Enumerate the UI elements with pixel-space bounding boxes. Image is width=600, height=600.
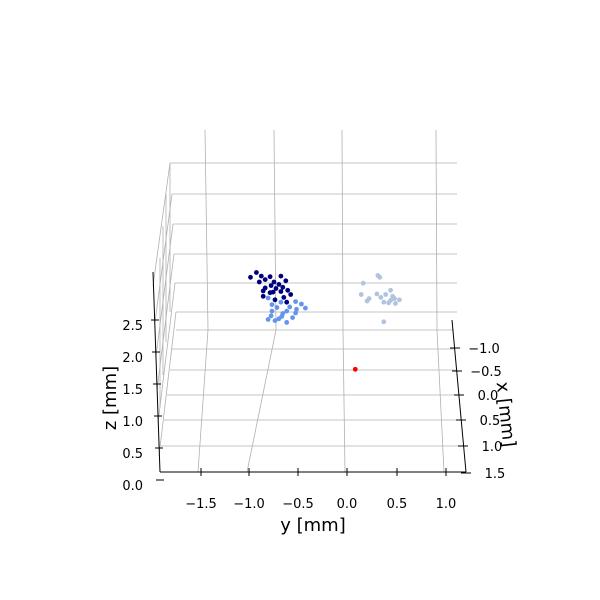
scatter-point [279,314,285,319]
scatter-point [262,277,268,282]
scatter-point [364,298,370,304]
scatter-point [269,302,275,307]
scatter-point [381,319,387,325]
y-axis-ticks: −1.5 −1.0 −0.5 0.0 0.5 1.0 [185,468,456,512]
y-tick-label: 0.5 [387,497,408,512]
x-tick-label: 1.5 [485,467,506,482]
scatter-point [258,273,264,279]
scatter-point [381,299,387,305]
scatter-point [388,298,393,303]
scatter-point [397,297,402,303]
scatter-point [284,299,290,305]
scatter-point [268,283,274,288]
scatter-point [390,293,395,299]
x-tick-label: −0.5 [470,365,502,380]
scatter-point [358,292,364,297]
scatter-point [270,289,276,295]
x-axis-ticks: −1.0 −0.5 0.0 0.5 1.0 1.5 [450,342,505,482]
x-axis-line [451,319,467,473]
z-tick-label: 0.5 [122,447,143,462]
scatter-point [299,301,304,307]
scatter-point [274,305,280,310]
scatter-point [352,366,358,372]
z-tick-label: 1.0 [122,415,143,430]
z-tick-label: 2.0 [122,351,143,366]
z-axis-label: z [mm] [100,366,121,430]
scatter-point [285,287,291,293]
scatter-point [278,289,284,294]
x-tick-label: −1.0 [468,342,500,357]
x-tick-label: 0.0 [478,389,499,404]
scatter-point [256,279,262,285]
scatter-point [280,284,286,290]
scatter-point [281,295,287,300]
scatter-point [294,306,299,312]
y-axis-label: y [mm] [280,515,346,536]
scatter-point [393,301,398,306]
x-axis-label: x [mm] [492,381,520,448]
scatter-point [268,313,274,319]
scatter-point [303,305,308,311]
scatter-point [260,293,266,299]
scatter-point [269,308,275,314]
axis-lines [152,271,467,473]
scatter-point [377,274,383,280]
z-tick-label: 0.0 [122,479,143,494]
data-points [248,270,402,372]
scatter-point [374,291,380,297]
scatter-point [260,288,266,294]
scatter-point [378,295,384,300]
scatter-point [290,315,295,320]
scatter-point [293,299,298,304]
floor-pane-grid [161,329,464,473]
y-tick-label: −1.0 [233,497,265,512]
x-tick-label: 0.5 [480,414,501,429]
scatter-point [360,280,366,286]
z-axis-ticks: 0.0 0.5 1.0 1.5 2.0 2.5 [122,319,164,494]
y-tick-label: 0.0 [337,497,358,512]
scatter-point [293,310,298,316]
scatter-point [265,317,271,322]
scatter-point [272,297,278,303]
y-tick-label: 1.0 [436,497,457,512]
scatter-point [283,278,289,284]
y-tick-label: −1.5 [185,497,217,512]
scatter-point [284,320,290,325]
scatter-point [276,282,282,287]
scatter-point [254,270,259,275]
z-tick-label: 1.5 [122,383,143,398]
scatter-point [271,279,277,285]
side-pane-grid [152,162,177,457]
scatter-point [278,299,284,305]
scatter-point [273,286,279,291]
scatter-point [284,308,290,314]
scatter-point [383,292,389,297]
scatter-point [272,318,278,323]
x-tick-label: 1.0 [482,440,503,455]
scatter-point [388,287,393,293]
z-tick-label: 2.5 [122,319,143,334]
z-axis-line [152,271,161,473]
scatter-point [267,274,273,280]
scatter-point [265,295,271,301]
back-pane-grid [170,129,457,331]
y-tick-label: −0.5 [282,497,314,512]
scatter-point [248,274,253,280]
scatter-point [278,273,284,279]
scatter-point [288,292,294,297]
scatter-point [287,304,293,310]
